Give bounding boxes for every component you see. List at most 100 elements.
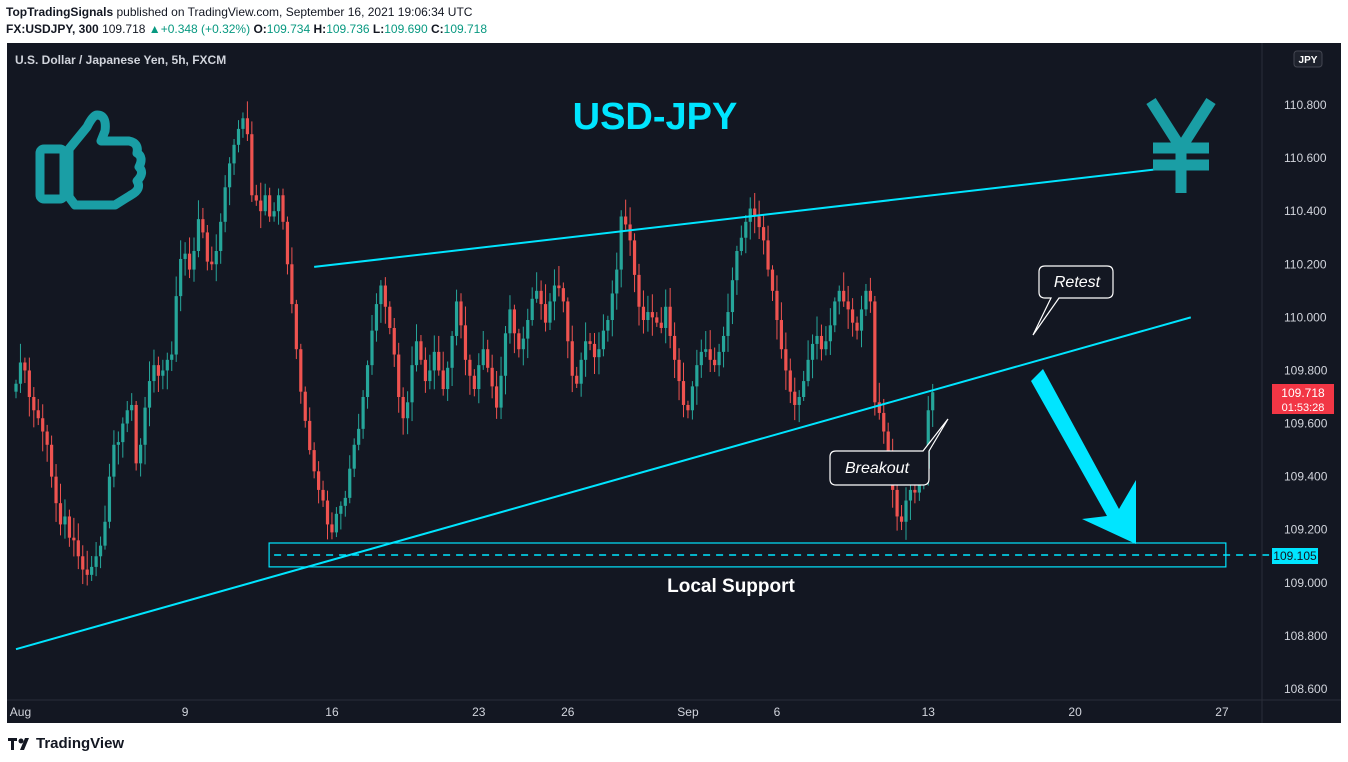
candle-body xyxy=(317,471,321,490)
candle xyxy=(210,246,214,271)
candle xyxy=(757,200,761,240)
candle xyxy=(472,369,476,397)
candle-body xyxy=(450,335,454,368)
candle-body xyxy=(401,397,405,419)
candle xyxy=(361,390,365,439)
candle xyxy=(552,269,557,321)
candle-body xyxy=(437,351,441,371)
candle xyxy=(793,377,797,421)
candle-body xyxy=(592,343,597,358)
candle-body xyxy=(392,327,396,355)
candle xyxy=(201,207,205,239)
candle-body xyxy=(54,476,58,504)
local-support-label: Local Support xyxy=(667,576,795,597)
candle-body xyxy=(428,370,432,382)
support-price-tag[interactable]: 109.105 xyxy=(1272,548,1318,564)
candle-body xyxy=(530,298,534,321)
candle xyxy=(610,280,614,337)
candle-body xyxy=(717,351,721,366)
candle xyxy=(619,210,623,288)
candle-body xyxy=(855,322,859,331)
candle xyxy=(214,234,218,282)
candle xyxy=(94,542,98,577)
currency-badge[interactable]: JPY xyxy=(1299,55,1318,66)
candle xyxy=(81,545,85,585)
candle xyxy=(379,280,383,323)
candle-body xyxy=(272,211,276,217)
candle xyxy=(290,247,294,314)
candle-body xyxy=(655,317,659,323)
candle-body xyxy=(873,301,877,403)
candle xyxy=(762,215,766,255)
price-axis: 108.600 108.800 109.000 109.200 109.400 109.6… xyxy=(1261,43,1328,723)
candle xyxy=(18,343,23,393)
candle xyxy=(130,393,134,421)
candle-body xyxy=(833,301,837,326)
candle-body xyxy=(365,365,370,397)
candle-body xyxy=(308,420,312,451)
candle-body xyxy=(388,306,392,328)
candle xyxy=(183,242,187,276)
candle xyxy=(606,315,610,342)
candle xyxy=(370,314,374,375)
candle xyxy=(508,295,512,344)
candle xyxy=(615,252,619,310)
candle xyxy=(468,354,472,395)
candle-body xyxy=(650,312,654,318)
candle-body xyxy=(757,216,761,228)
candle-body xyxy=(441,370,445,390)
candle xyxy=(196,200,201,258)
chart-panel[interactable]: 108.600 108.800 109.000 109.200 109.400 109.6… xyxy=(7,43,1341,723)
candle xyxy=(601,314,605,357)
currency-badge-box[interactable] xyxy=(1293,50,1323,68)
candle xyxy=(321,480,325,507)
candle xyxy=(23,357,27,384)
candle xyxy=(904,487,908,540)
candle xyxy=(352,438,356,478)
y-tick-label: 108.800 xyxy=(1284,629,1328,643)
candle xyxy=(268,187,272,222)
candle xyxy=(846,285,850,329)
candle-body xyxy=(281,195,285,222)
last-price-tag[interactable]: 109.718 01:53:28 xyxy=(1272,384,1334,414)
candle xyxy=(548,293,552,330)
candle xyxy=(851,298,855,337)
candle xyxy=(753,192,757,234)
candle xyxy=(882,398,886,444)
trendline-lower xyxy=(15,316,1192,651)
candle-body xyxy=(170,354,174,360)
candle-body xyxy=(512,309,516,334)
candle-body xyxy=(196,219,201,251)
publisher-name[interactable]: TopTradingSignals xyxy=(6,5,114,19)
candle-body xyxy=(143,407,147,445)
candle-body xyxy=(312,450,316,472)
candle xyxy=(512,304,516,354)
candle-body xyxy=(713,359,717,366)
candle xyxy=(677,348,681,401)
candle-body xyxy=(584,341,588,360)
candle xyxy=(187,237,192,279)
candlestick-chart[interactable]: 108.600 108.800 109.000 109.200 109.400 109.6… xyxy=(7,43,1341,723)
tradingview-logo[interactable]: TradingView xyxy=(8,735,124,752)
candle xyxy=(526,308,530,359)
candle-body xyxy=(423,359,427,382)
candle-body xyxy=(824,341,828,350)
candle xyxy=(864,283,868,316)
change-value: +0.348 (+0.32%) xyxy=(160,22,251,36)
candle xyxy=(383,277,387,324)
candle xyxy=(294,299,298,360)
candle-body xyxy=(664,306,668,328)
candle-body xyxy=(294,304,298,350)
candle xyxy=(401,387,405,435)
candle-body xyxy=(646,312,650,321)
candle-body xyxy=(632,240,637,275)
candle-body xyxy=(677,359,681,382)
candle-body xyxy=(686,404,690,411)
candle xyxy=(819,324,824,361)
close-value: 109.718 xyxy=(443,22,488,36)
candle-body xyxy=(223,187,227,222)
candle xyxy=(428,354,432,390)
y-tick-label: 110.400 xyxy=(1284,204,1327,218)
candle-body xyxy=(183,253,187,259)
candle xyxy=(833,297,837,333)
